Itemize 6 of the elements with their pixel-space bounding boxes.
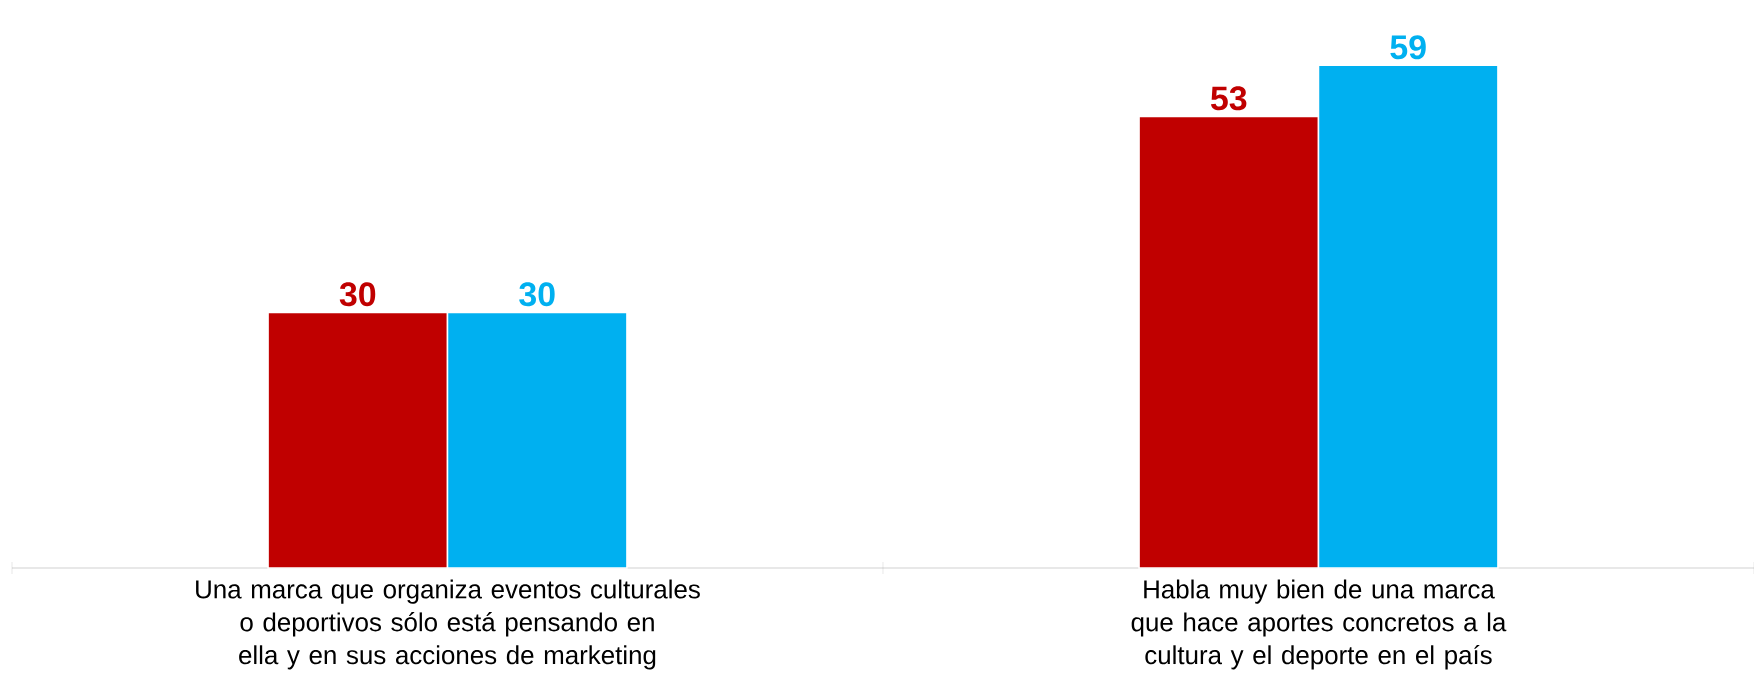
data-label: 30 — [339, 282, 376, 307]
x-tick-label: Habla muy bien de una marca que hace aportes concretos a la cultura y el deporte en el país — [1131, 579, 1507, 670]
data-label: 53 — [1210, 86, 1247, 111]
data-label: 59 — [1390, 35, 1426, 60]
x-tick-label: Una marca que organiza eventos culturales o deportivos sólo está pensando en ella y en sus acciones de marketing — [196, 579, 700, 670]
data-label: 30 — [519, 282, 555, 307]
